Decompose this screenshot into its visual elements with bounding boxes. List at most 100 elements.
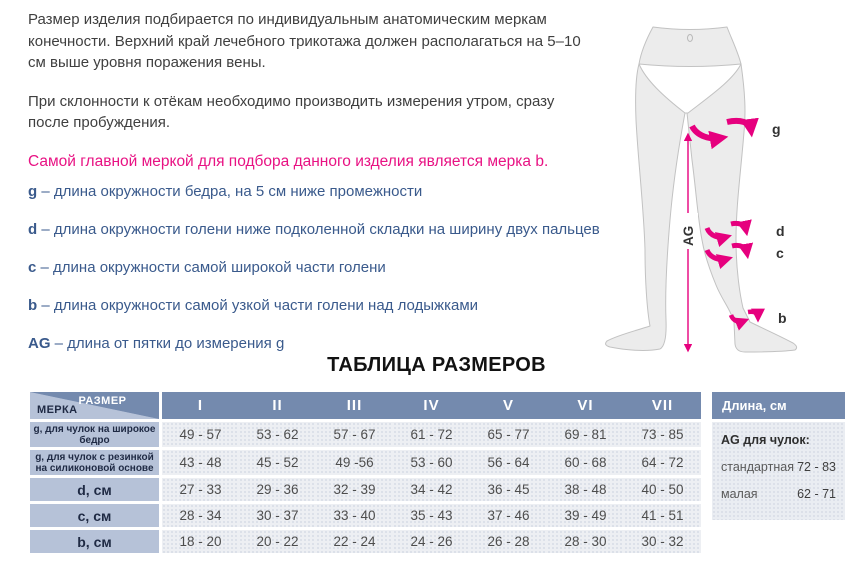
size-cell: 40 - 50 bbox=[624, 478, 701, 501]
size-cell: 39 - 49 bbox=[547, 504, 624, 527]
measurement-key: d bbox=[28, 221, 38, 238]
length-row-standard: стандартная 72 - 83 bbox=[721, 460, 836, 474]
measurement-desc: – длина окружности бедра, на 5 см ниже п… bbox=[41, 183, 423, 200]
length-row-label: стандартная bbox=[721, 460, 794, 474]
body-silhouette bbox=[605, 26, 798, 353]
row-label: b, см bbox=[30, 530, 162, 553]
intro-paragraph-1: Размер изделия подбирается по индивидуал… bbox=[28, 11, 581, 71]
size-cell: 22 - 24 bbox=[316, 530, 393, 553]
calf-measure-arrow-c-icon bbox=[704, 242, 754, 270]
size-cell: 28 - 30 bbox=[547, 530, 624, 553]
measurement-item-d: d – длина окружности голени ниже подколе… bbox=[28, 219, 638, 241]
table-row-g-wide-hip: g, для чулок на широкое бедро 49 - 57 53… bbox=[30, 422, 701, 447]
ag-label-backing bbox=[677, 213, 698, 249]
length-row-value: 72 - 83 bbox=[797, 460, 836, 474]
measurement-item-ag: AG – длина от пятки до измерения g bbox=[28, 333, 638, 355]
table-corner-cell: РАЗМЕР МЕРКА bbox=[30, 392, 162, 419]
size-cell: 43 - 48 bbox=[162, 450, 239, 475]
size-cell: 37 - 46 bbox=[470, 504, 547, 527]
length-panel-body: AG для чулок: стандартная 72 - 83 малая … bbox=[712, 422, 845, 520]
table-row-g-silicone: g, для чулок с резинкой на силиконовой о… bbox=[30, 450, 701, 475]
size-cell: 34 - 42 bbox=[393, 478, 470, 501]
measurement-item-b: b – длина окружности самой узкой части г… bbox=[28, 295, 638, 317]
size-cell: 64 - 72 bbox=[624, 450, 701, 475]
table-row-b: b, см 18 - 20 20 - 22 22 - 24 24 - 26 26… bbox=[30, 530, 701, 553]
measurement-key: AG bbox=[28, 335, 51, 352]
size-column-header-6: VI bbox=[547, 392, 624, 419]
size-cell: 73 - 85 bbox=[624, 422, 701, 447]
length-panel-subheader: AG для чулок: bbox=[721, 433, 810, 447]
size-cell: 53 - 62 bbox=[239, 422, 316, 447]
measurement-desc: – длина от пятки до измерения g bbox=[54, 335, 285, 352]
measurement-desc: – длина окружности самой широкой части г… bbox=[40, 259, 386, 276]
size-table-header-row: РАЗМЕР МЕРКА I II III IV V VI VII bbox=[30, 392, 701, 419]
size-cell: 49 -56 bbox=[316, 450, 393, 475]
size-cell: 27 - 33 bbox=[162, 478, 239, 501]
size-column-header-4: IV bbox=[393, 392, 470, 419]
measurement-key: b bbox=[28, 297, 38, 314]
size-cell: 57 - 67 bbox=[316, 422, 393, 447]
row-label: d, см bbox=[30, 478, 162, 501]
size-table: РАЗМЕР МЕРКА I II III IV V VI VII g, для… bbox=[30, 389, 701, 556]
size-cell: 69 - 81 bbox=[547, 422, 624, 447]
size-cell: 38 - 48 bbox=[547, 478, 624, 501]
length-panel-header: Длина, см bbox=[712, 392, 845, 419]
measurement-desc: – длина окружности голени ниже подколенн… bbox=[41, 221, 600, 238]
size-cell: 35 - 43 bbox=[393, 504, 470, 527]
navel-icon bbox=[687, 34, 693, 42]
size-column-header-2: II bbox=[239, 392, 316, 419]
size-cell: 36 - 45 bbox=[470, 478, 547, 501]
ankle-measure-arrow-b-icon bbox=[728, 308, 765, 331]
table-row-d: d, см 27 - 33 29 - 36 32 - 39 34 - 42 36… bbox=[30, 478, 701, 501]
row-label: g, для чулок на широкое бедро bbox=[30, 422, 162, 447]
corner-size-label: РАЗМЕР bbox=[78, 395, 127, 407]
ag-diagram-label: AG bbox=[681, 226, 696, 246]
size-cell: 28 - 34 bbox=[162, 504, 239, 527]
measurement-item-g: g – длина окружности бедра, на 5 см ниже… bbox=[28, 181, 638, 203]
d-diagram-label: d bbox=[776, 223, 785, 239]
size-cell: 56 - 64 bbox=[470, 450, 547, 475]
measurement-item-c: c – длина окружности самой широкой части… bbox=[28, 257, 638, 279]
corner-measure-label: МЕРКА bbox=[37, 404, 78, 416]
thigh-measure-arrow-g-icon bbox=[689, 117, 759, 150]
measurement-definitions-list: g – длина окружности бедра, на 5 см ниже… bbox=[28, 181, 638, 371]
size-cell: 41 - 51 bbox=[624, 504, 701, 527]
highlight-note: Самой главной меркой для подбора данного… bbox=[28, 152, 549, 170]
size-cell: 45 - 52 bbox=[239, 450, 316, 475]
size-column-header-3: III bbox=[316, 392, 393, 419]
length-row-label: малая bbox=[721, 487, 758, 501]
size-column-header-7: VII bbox=[624, 392, 701, 419]
size-column-header-1: I bbox=[162, 392, 239, 419]
length-row-value: 62 - 71 bbox=[797, 487, 836, 501]
size-cell: 60 - 68 bbox=[547, 450, 624, 475]
size-cell: 32 - 39 bbox=[316, 478, 393, 501]
size-cell: 33 - 40 bbox=[316, 504, 393, 527]
intro-paragraph-2: При склонности к отёкам необходимо произ… bbox=[28, 92, 555, 132]
c-diagram-label: c bbox=[776, 245, 784, 261]
length-panel: Длина, см AG для чулок: стандартная 72 -… bbox=[712, 392, 845, 520]
size-cell: 26 - 28 bbox=[470, 530, 547, 553]
measurement-key: g bbox=[28, 183, 38, 200]
size-cell: 29 - 36 bbox=[239, 478, 316, 501]
size-cell: 65 - 77 bbox=[470, 422, 547, 447]
size-cell: 18 - 20 bbox=[162, 530, 239, 553]
leg-measurement-diagram: AG g d c b bbox=[605, 26, 798, 353]
size-column-header-5: V bbox=[470, 392, 547, 419]
length-row-small: малая 62 - 71 bbox=[721, 487, 836, 501]
measurement-key: c bbox=[28, 259, 37, 276]
b-diagram-label: b bbox=[778, 310, 787, 326]
table-row-c: c, см 28 - 34 30 - 37 33 - 40 35 - 43 37… bbox=[30, 504, 701, 527]
size-cell: 24 - 26 bbox=[393, 530, 470, 553]
size-table-title: ТАБЛИЦА РАЗМЕРОВ bbox=[327, 354, 546, 376]
g-diagram-label: g bbox=[772, 121, 781, 137]
row-label: g, для чулок с резинкой на силиконовой о… bbox=[30, 450, 162, 475]
panties-shape bbox=[638, 63, 742, 114]
size-cell: 20 - 22 bbox=[239, 530, 316, 553]
measurement-desc: – длина окружности самой узкой части гол… bbox=[41, 297, 479, 314]
below-knee-measure-arrow-d-icon bbox=[704, 219, 752, 248]
size-cell: 49 - 57 bbox=[162, 422, 239, 447]
size-cell: 30 - 32 bbox=[624, 530, 701, 553]
size-cell: 61 - 72 bbox=[393, 422, 470, 447]
row-label: c, см bbox=[30, 504, 162, 527]
size-cell: 30 - 37 bbox=[239, 504, 316, 527]
